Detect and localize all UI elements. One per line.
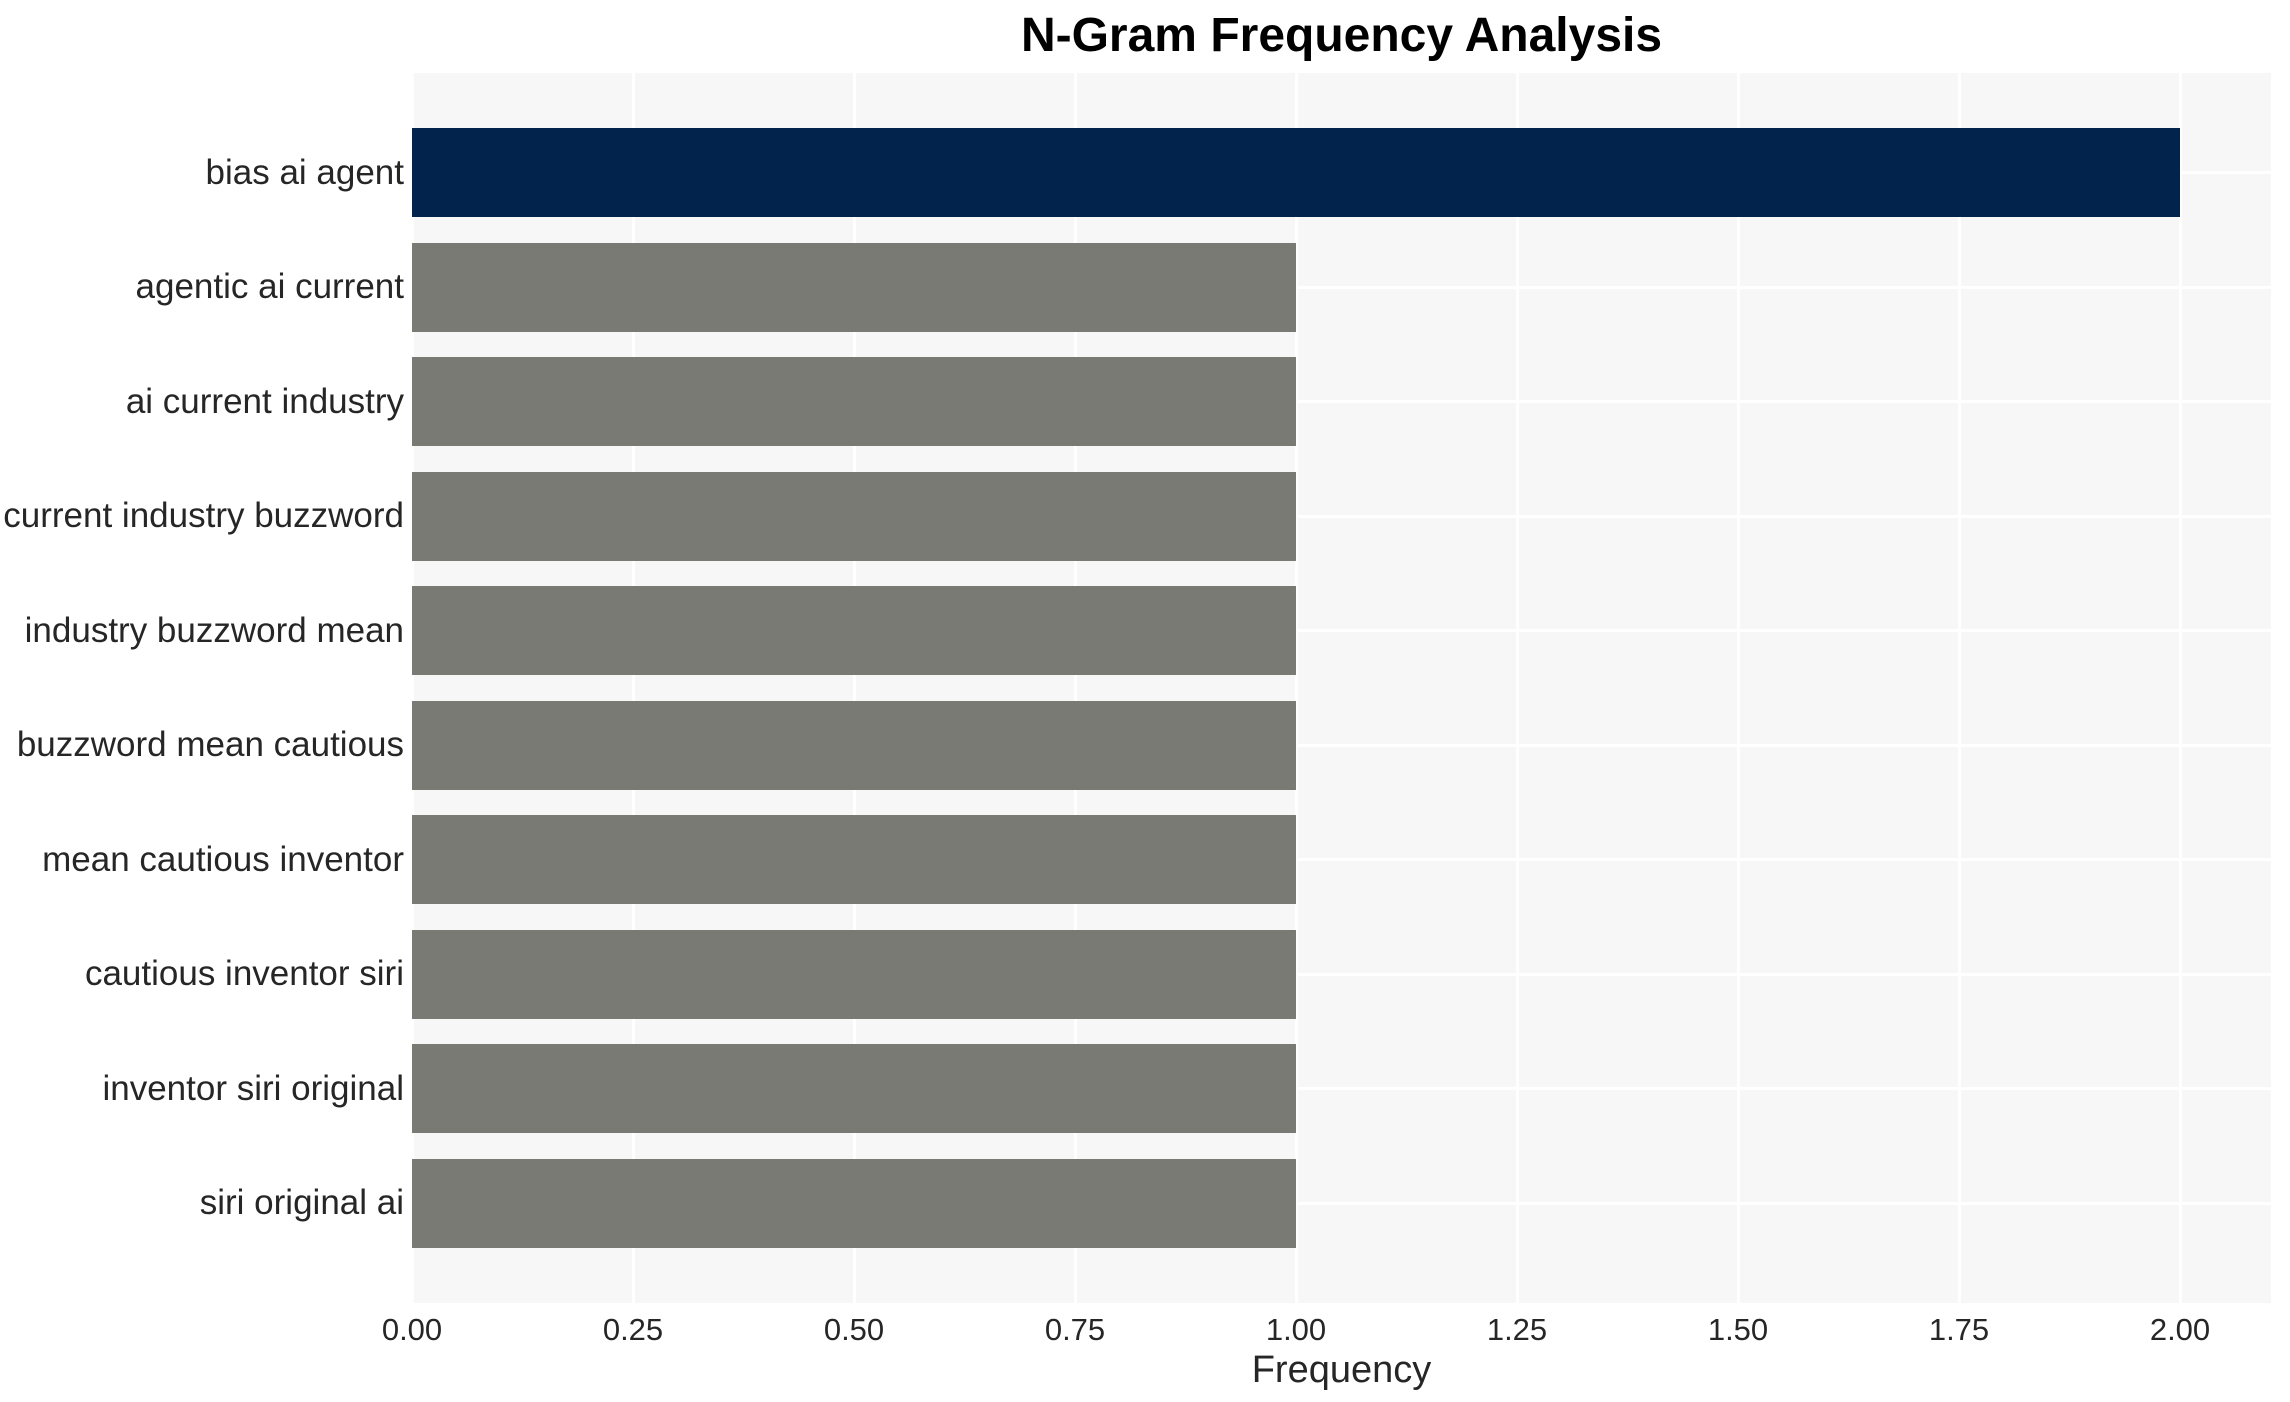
gridline-horizontal — [412, 285, 2271, 289]
gridline-vertical — [852, 73, 856, 1303]
gridline-vertical — [1515, 73, 1519, 1303]
x-tick-label: 0.75 — [1044, 1312, 1106, 1347]
x-tick-label: 1.50 — [1707, 1312, 1769, 1347]
gridline-horizontal — [412, 1087, 2271, 1090]
y-tick-label: mean cautious inventor — [42, 839, 404, 879]
bar — [412, 815, 1296, 904]
bar — [412, 128, 2180, 217]
gridline-vertical — [631, 73, 635, 1303]
plot-area — [412, 73, 2271, 1303]
bar — [412, 586, 1296, 675]
gridline-vertical — [2178, 73, 2182, 1303]
y-axis-labels: bias ai agent agentic ai current ai curren… — [0, 73, 404, 1303]
x-tick-label: 0.25 — [602, 1312, 664, 1347]
bar — [412, 242, 1296, 332]
bar — [412, 700, 1296, 790]
gridline-vertical — [1073, 73, 1077, 1303]
bar — [412, 929, 1296, 1019]
x-tick-label: 1.00 — [1265, 1312, 1327, 1347]
gridline-horizontal — [412, 400, 2271, 403]
x-tick-label: 0.50 — [823, 1312, 885, 1347]
y-tick-label: siri original ai — [199, 1183, 404, 1222]
x-axis-title: Frequency — [1251, 1349, 1432, 1391]
gridline-horizontal — [412, 743, 2271, 747]
gridline-horizontal — [412, 858, 2271, 861]
gridline-vertical — [1957, 73, 1961, 1303]
y-tick-label: agentic ai current — [135, 267, 404, 306]
gridline-horizontal — [412, 629, 2271, 632]
y-tick-label: current industry buzzword — [3, 496, 404, 535]
bar — [412, 357, 1296, 446]
gridline-vertical — [412, 73, 414, 1303]
x-tick-label: 0.00 — [381, 1312, 443, 1347]
y-tick-label: bias ai agent — [205, 152, 404, 192]
gridline-vertical — [1294, 73, 1298, 1303]
y-tick-label: ai current industry — [125, 381, 404, 421]
gridline-horizontal — [412, 1201, 2271, 1205]
y-tick-label: buzzword mean cautious — [16, 725, 404, 764]
x-axis-ticks: 0.00 0.25 0.50 0.75 1.00 1.25 1.50 1.75 2.00 — [0, 1312, 2290, 1352]
x-tick-label: 1.75 — [1928, 1312, 1990, 1347]
gridline-horizontal — [412, 972, 2271, 976]
y-tick-label: cautious inventor siri — [84, 954, 404, 993]
x-tick-label: 2.00 — [2149, 1312, 2211, 1347]
gridline-horizontal — [412, 514, 2271, 518]
bar — [412, 471, 1296, 561]
bar — [412, 1044, 1296, 1133]
y-tick-label: inventor siri original — [102, 1068, 404, 1108]
bar — [412, 1158, 1296, 1248]
y-tick-label: industry buzzword mean — [24, 610, 404, 650]
x-tick-label: 1.25 — [1486, 1312, 1548, 1347]
gridline-vertical — [1736, 73, 1740, 1303]
chart-title: N-Gram Frequency Analysis — [1020, 9, 1663, 62]
